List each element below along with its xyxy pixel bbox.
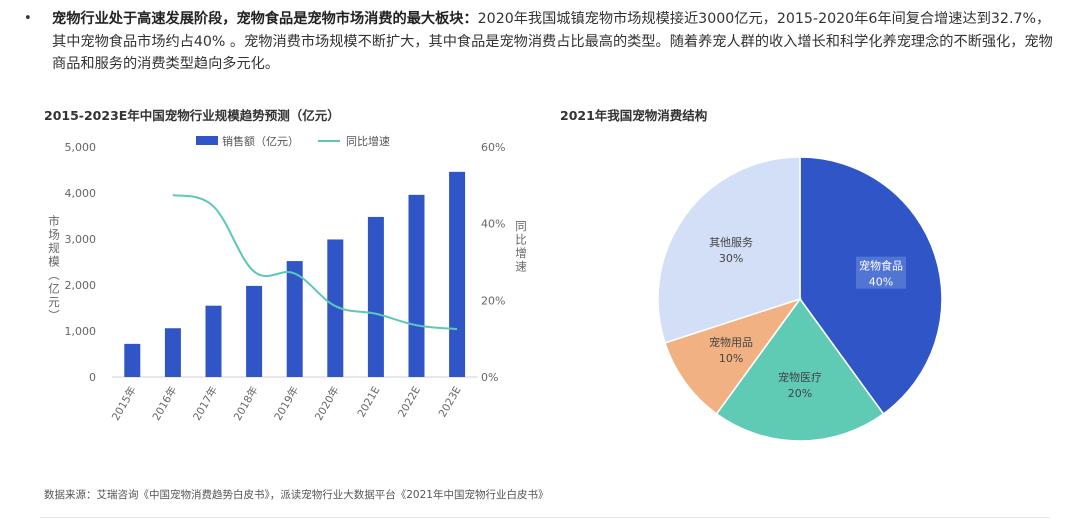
bar-2023E — [449, 171, 466, 377]
left-axis-tick-label: 5,000 — [65, 141, 97, 154]
pie-slice-label: 宠物用品 — [709, 335, 753, 349]
left-axis-tick-label: 0 — [89, 371, 96, 384]
right-axis-tick-label: 20% — [481, 294, 505, 307]
left-axis-tick-label: 4,000 — [65, 187, 97, 200]
right-axis-tick-label: 60% — [481, 141, 505, 154]
pie-label-highlight — [856, 256, 907, 289]
legend-label-growth: 同比增速 — [346, 134, 390, 148]
left-axis-tick-label: 1,000 — [65, 325, 97, 338]
left-axis-title: 市场规模︵亿元︶ — [48, 214, 60, 323]
legend-swatch-sales — [196, 136, 218, 145]
x-tick-label: 2020年 — [312, 384, 342, 423]
left-axis-tick-label: 3,000 — [65, 233, 97, 246]
bar-2017年 — [205, 305, 222, 377]
bar-2018年 — [246, 285, 263, 377]
x-tick-label: 2016年 — [150, 384, 180, 423]
bar-2022E — [408, 194, 425, 377]
pie-slice-其他服务 — [657, 156, 801, 344]
x-tick-label: 2023E — [437, 385, 464, 420]
right-axis-title: 同比增速 — [515, 219, 527, 274]
intro-lead: 宠物行业处于高速发展阶段，宠物食品是宠物市场消费的最大板块： — [52, 11, 478, 27]
pie-slice-value: 20% — [788, 387, 812, 400]
legend-label-sales: 销售额（亿元） — [222, 134, 299, 148]
right-axis-tick-label: 0% — [481, 371, 498, 384]
left-axis-tick-label: 2,000 — [65, 279, 97, 292]
growth-rate-line — [172, 193, 458, 331]
bar-line-chart: 0 1,000 2,000 3,000 4,000 5,000 0% 20% 40% 60% 市场规… — [48, 134, 527, 423]
x-tick-label: 2022E — [396, 385, 423, 420]
pie-slice-value: 10% — [719, 352, 743, 365]
data-source-note: 数据来源：艾瑞咨询《中国宠物消费趋势白皮书》，派读宠物行业大数据平台《2021年… — [44, 489, 549, 501]
intro-text: 宠物行业处于高速发展阶段，宠物食品是宠物市场消费的最大板块：2020年我国城镇宠… — [52, 8, 1054, 76]
pie-slice-宠物用品 — [664, 297, 802, 415]
intro-paragraph: • 宠物行业处于高速发展阶段，宠物食品是宠物市场消费的最大板块：2020年我国城… — [24, 8, 1054, 76]
x-tick-label: 2019年 — [271, 384, 301, 423]
pie-chart: 宠物食品 40% 宠物医疗 20% 宠物用品 10% 其他服务 30% — [657, 156, 943, 442]
intro-body: 2020年我国城镇宠物市场规模接近3000亿元，2015-2020年6年间复合增… — [52, 11, 1053, 72]
pie-slice-label: 宠物食品 — [859, 259, 903, 273]
x-tick-label: 2015年 — [109, 384, 139, 423]
pie-slice-宠物医疗 — [715, 297, 885, 442]
bar-2021E — [367, 216, 384, 377]
bottom-divider — [40, 517, 1050, 518]
pie-chart-title: 2021年我国宠物消费结构 — [560, 108, 708, 123]
bar-2020年 — [327, 239, 344, 377]
bar-2016年 — [164, 328, 181, 377]
pie-slice-label: 其他服务 — [709, 236, 753, 249]
x-tick-label: 2021E — [355, 385, 382, 420]
right-axis-tick-label: 40% — [481, 218, 505, 231]
x-tick-label: 2018年 — [231, 384, 261, 423]
bar-2015年 — [124, 343, 141, 377]
bullet-marker: • — [24, 11, 32, 26]
pie-slice-label: 宠物医疗 — [778, 370, 822, 384]
bar-chart-title: 2015-2023E年中国宠物行业规模趋势预测（亿元） — [44, 108, 340, 123]
pie-slice-value: 40% — [869, 276, 893, 289]
x-tick-label: 2017年 — [190, 384, 220, 423]
bar-2019年 — [286, 261, 303, 377]
pie-slice-value: 30% — [719, 252, 743, 265]
